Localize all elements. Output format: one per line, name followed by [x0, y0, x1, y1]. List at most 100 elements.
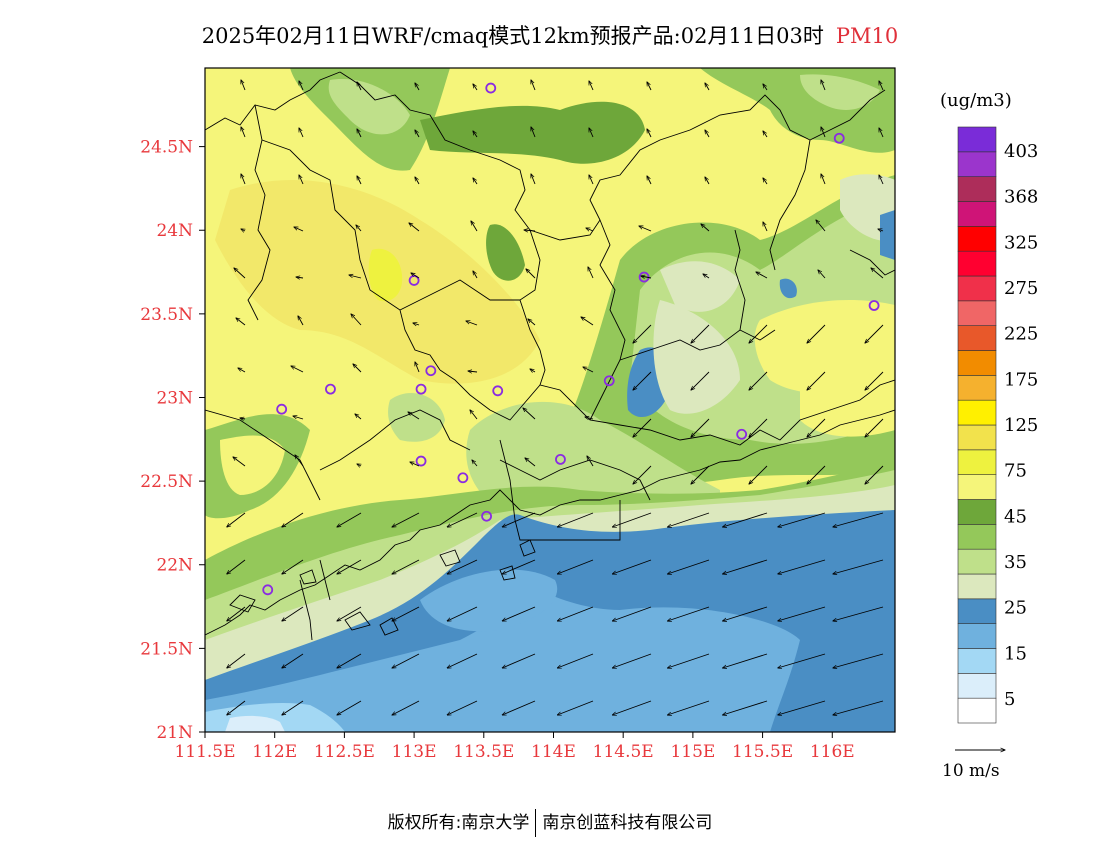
wind-arrow	[583, 367, 594, 373]
wind-arrow	[282, 700, 304, 715]
footer-right: 南京创蓝科技有限公司	[542, 813, 713, 833]
station-marker	[555, 453, 566, 465]
footer-separator	[535, 809, 537, 837]
wind-arrow	[705, 130, 710, 138]
wind-arrow	[701, 224, 710, 232]
wind-arrow	[241, 80, 246, 91]
lat-tick-label: 21.5N	[140, 639, 193, 659]
wind-arrow	[241, 127, 246, 138]
wind-arrow	[233, 457, 246, 467]
wind-arrow	[466, 321, 478, 326]
wind-arrow	[227, 559, 246, 574]
lon-tick-label: 115E	[670, 742, 715, 762]
wind-arrow	[749, 418, 768, 437]
lat-tick-label: 23N	[156, 388, 193, 408]
wind-arrow	[778, 606, 826, 621]
legend-swatch	[957, 548, 997, 575]
wind-arrow	[523, 408, 536, 420]
wind-arrow	[668, 700, 710, 715]
station-marker	[415, 383, 427, 395]
wind-arrow	[723, 653, 768, 668]
station-marker	[276, 403, 288, 415]
legend-swatch	[957, 449, 997, 475]
wind-arrow	[691, 465, 710, 484]
wind-arrow	[392, 653, 420, 668]
legend-swatch	[957, 399, 997, 426]
wind-arrow	[291, 366, 304, 373]
concentration-field	[205, 68, 895, 732]
legend-label: 368	[1004, 187, 1038, 208]
wind-arrow	[589, 175, 594, 185]
wind-arrow	[821, 80, 826, 91]
wind-arrow	[236, 318, 246, 326]
legend-label: 225	[1004, 324, 1038, 345]
legend-swatch	[957, 424, 997, 451]
legend-swatch	[957, 697, 997, 724]
legend-swatch	[957, 250, 997, 277]
wind-arrow	[668, 606, 710, 621]
wind-arrow	[471, 221, 478, 232]
lon-tick-label: 111.5E	[174, 742, 235, 762]
wind-arrow	[833, 559, 884, 574]
wind-arrow	[447, 606, 478, 621]
wind-arrow	[472, 460, 478, 467]
wind-arrow	[337, 512, 362, 527]
lon-tick-label: 113.5E	[453, 742, 514, 762]
wind-arrow	[447, 700, 478, 715]
wind-arrow	[612, 512, 652, 527]
wind-arrow	[408, 412, 420, 420]
lat-tick-label: 24N	[156, 221, 193, 241]
wind-arrow	[612, 700, 652, 715]
wind-arrow	[238, 368, 246, 373]
lat-tick-label: 23.5N	[140, 305, 193, 325]
legend-swatch	[957, 375, 997, 401]
station-marker	[833, 132, 845, 144]
wind-arrow	[473, 84, 478, 91]
wind-arrow	[355, 414, 362, 420]
wind-arrow	[833, 512, 884, 527]
wind-arrow	[502, 653, 536, 668]
wind-arrow	[821, 174, 826, 185]
station-marker	[492, 385, 504, 397]
latitude-axis: 24.5N 24N 23.5N 23N 22.5N 22N 21.5N 21N	[140, 138, 205, 743]
lon-tick-label: 112E	[252, 742, 297, 762]
wind-arrow	[668, 512, 710, 527]
wind-arrow	[612, 653, 652, 668]
station-marker	[457, 472, 469, 484]
title-pollutant: PM10	[835, 24, 899, 48]
wind-arrow	[337, 559, 362, 574]
legend-swatch	[957, 126, 997, 153]
wind-arrow	[447, 653, 478, 668]
wind-arrow	[633, 324, 652, 343]
wind-arrow	[668, 653, 710, 668]
wind-arrow	[241, 174, 246, 185]
wind-arrow	[587, 456, 594, 467]
plot-frame	[204, 67, 896, 733]
wind-arrow	[833, 606, 884, 621]
wind-arrow	[865, 418, 884, 437]
wind-arrow	[357, 82, 362, 91]
lon-tick-label: 114E	[531, 742, 576, 762]
wind-arrow	[227, 700, 246, 715]
lon-tick-label: 114.5E	[593, 742, 654, 762]
wind-arrow	[353, 364, 362, 373]
legend-label: 25	[1004, 598, 1027, 619]
wind-arrow	[763, 222, 768, 232]
wind-arrow	[807, 324, 826, 343]
wind-arrow	[557, 559, 594, 574]
legend-swatch	[957, 499, 997, 525]
wind-arrow	[337, 653, 362, 668]
wind-arrow	[502, 512, 536, 527]
wind-arrow	[641, 276, 652, 278]
legend-swatch	[957, 201, 997, 227]
wind-arrow	[282, 559, 304, 574]
wind-arrow	[778, 653, 826, 668]
wind-arrow	[528, 319, 536, 326]
wind-arrow	[531, 174, 536, 185]
wind-arrow	[294, 227, 304, 232]
legend-label: 75	[1004, 461, 1027, 482]
wind-arrow	[585, 417, 594, 419]
legend-swatch	[957, 176, 997, 202]
wind-arrow	[821, 127, 826, 138]
wind-arrow	[691, 371, 710, 390]
